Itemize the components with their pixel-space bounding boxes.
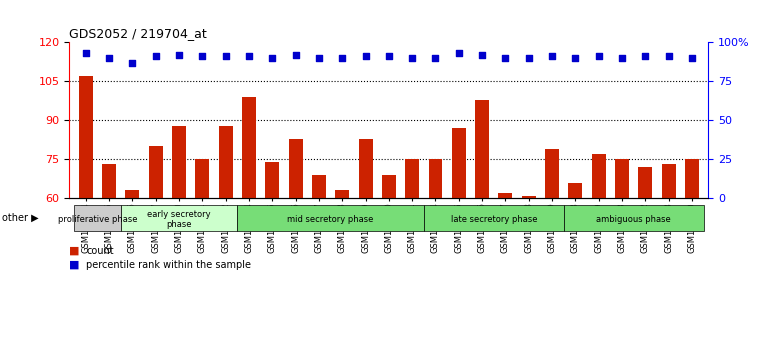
Point xyxy=(336,55,348,61)
Point xyxy=(499,55,511,61)
Point xyxy=(593,54,605,59)
Point xyxy=(616,55,628,61)
Bar xyxy=(219,126,233,198)
Bar xyxy=(661,165,676,198)
Point xyxy=(266,55,279,61)
Point xyxy=(476,52,488,58)
Point xyxy=(453,51,465,56)
Bar xyxy=(335,190,350,198)
Text: ambiguous phase: ambiguous phase xyxy=(597,215,671,224)
Text: count: count xyxy=(86,246,114,256)
Text: ■: ■ xyxy=(69,246,80,256)
Bar xyxy=(638,167,652,198)
Bar xyxy=(102,165,116,198)
Bar xyxy=(242,97,256,198)
Point xyxy=(639,54,651,59)
Text: mid secretory phase: mid secretory phase xyxy=(287,215,373,224)
Point xyxy=(196,54,209,59)
Point xyxy=(569,55,581,61)
Bar xyxy=(359,138,373,198)
Point xyxy=(126,60,139,65)
Bar xyxy=(196,159,209,198)
Bar xyxy=(522,196,536,198)
Bar xyxy=(289,138,303,198)
Point xyxy=(172,52,185,58)
Bar xyxy=(405,159,419,198)
Bar xyxy=(382,175,396,198)
Point xyxy=(219,54,232,59)
Bar xyxy=(79,76,92,198)
Point xyxy=(290,52,302,58)
Point xyxy=(243,54,255,59)
Bar xyxy=(428,159,443,198)
Text: percentile rank within the sample: percentile rank within the sample xyxy=(86,260,251,270)
Text: ■: ■ xyxy=(69,260,80,270)
Text: proliferative phase: proliferative phase xyxy=(58,215,137,224)
Text: other ▶: other ▶ xyxy=(2,213,38,223)
Bar xyxy=(149,146,162,198)
Point xyxy=(383,54,395,59)
Point xyxy=(149,54,162,59)
Text: late secretory phase: late secretory phase xyxy=(450,215,537,224)
Point xyxy=(686,55,698,61)
Bar xyxy=(126,190,139,198)
Point xyxy=(360,54,372,59)
Bar xyxy=(568,183,582,198)
Bar xyxy=(545,149,559,198)
Bar xyxy=(615,159,629,198)
Point xyxy=(546,54,558,59)
Bar xyxy=(685,159,699,198)
Point xyxy=(406,55,418,61)
Bar xyxy=(592,154,606,198)
Bar xyxy=(172,126,186,198)
Point xyxy=(430,55,442,61)
Point xyxy=(663,54,675,59)
Bar xyxy=(452,128,466,198)
Point xyxy=(313,55,325,61)
Bar xyxy=(265,162,280,198)
Point xyxy=(523,55,535,61)
Point xyxy=(79,51,92,56)
Bar xyxy=(475,99,489,198)
Bar xyxy=(498,193,513,198)
Text: early secretory
phase: early secretory phase xyxy=(147,210,211,229)
Bar xyxy=(312,175,326,198)
Point xyxy=(102,55,115,61)
Text: GDS2052 / 219704_at: GDS2052 / 219704_at xyxy=(69,27,207,40)
